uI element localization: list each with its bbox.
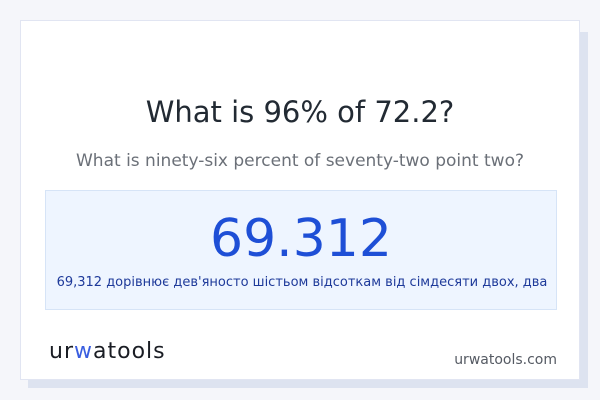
result-box: 69.312 69,312 дорівнює дев'яносто шістьо… bbox=[45, 190, 557, 310]
result-words: 69,312 дорівнює дев'яносто шістьом відсо… bbox=[56, 275, 548, 290]
logo-prefix: ur bbox=[49, 339, 74, 364]
logo-suffix: atools bbox=[93, 339, 166, 364]
result-card: What is 96% of 72.2? What is ninety-six … bbox=[20, 20, 580, 380]
urwatools-logo[interactable]: urwatools bbox=[49, 339, 166, 364]
page-subtitle: What is ninety-six percent of seventy-tw… bbox=[76, 151, 524, 171]
page-title: What is 96% of 72.2? bbox=[145, 95, 455, 129]
logo-accent: w bbox=[74, 339, 93, 364]
result-value: 69.312 bbox=[210, 209, 392, 269]
site-link[interactable]: urwatools.com bbox=[454, 352, 557, 368]
